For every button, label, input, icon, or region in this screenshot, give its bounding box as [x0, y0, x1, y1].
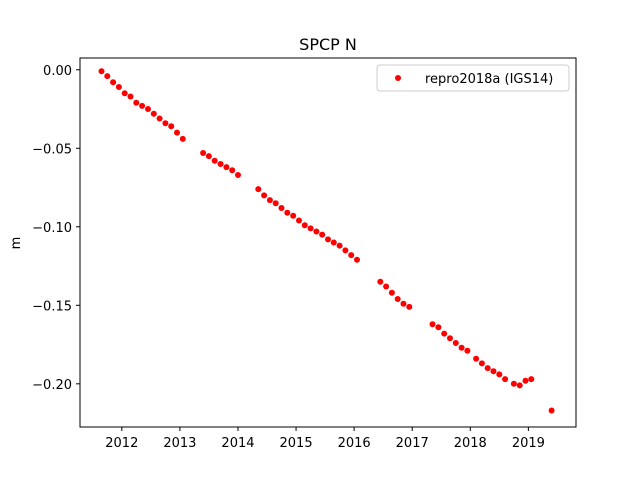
data-point — [548, 407, 555, 414]
data-point — [528, 376, 535, 383]
x-tick-label: 2012 — [105, 436, 138, 451]
x-tick-label: 2019 — [512, 436, 545, 451]
x-tick-label: 2013 — [163, 436, 196, 451]
data-point — [484, 365, 491, 372]
x-axis: 2012 2013 2014 2015 2016 2017 2018 2019 — [105, 427, 545, 451]
data-point — [179, 135, 186, 142]
data-point — [266, 197, 273, 204]
data-point — [255, 186, 262, 193]
data-point — [235, 172, 241, 178]
data-point — [435, 324, 442, 331]
data-point — [377, 278, 384, 285]
data-point — [104, 73, 111, 80]
legend: repro2018a (IGS14) — [376, 64, 570, 92]
y-axis-label: m — [9, 237, 24, 250]
data-point — [464, 347, 471, 354]
data-point — [458, 344, 465, 351]
data-point — [502, 376, 509, 383]
data-point — [406, 303, 413, 310]
data-point — [496, 371, 503, 378]
y-tick-label: −0.10 — [32, 221, 72, 236]
x-tick-label: 2016 — [338, 436, 371, 451]
legend-box — [376, 64, 570, 92]
data-point — [510, 380, 517, 387]
data-point — [223, 164, 230, 171]
data-point — [441, 330, 448, 337]
data-point — [211, 157, 218, 164]
data-point — [290, 212, 297, 219]
data-point — [354, 256, 360, 263]
data-point — [429, 321, 436, 328]
data-point — [348, 252, 355, 259]
data-point — [217, 161, 224, 167]
data-point — [110, 79, 117, 86]
data-point — [452, 340, 459, 346]
y-tick-label: 0.00 — [43, 64, 72, 79]
data-point — [162, 120, 169, 127]
data-point — [400, 300, 407, 307]
data-point — [168, 123, 175, 130]
data-point — [145, 106, 151, 112]
data-point — [272, 200, 279, 207]
data-point — [174, 129, 180, 136]
data-point — [261, 192, 268, 199]
data-point — [490, 368, 497, 375]
data-point — [127, 93, 134, 100]
data-point — [522, 377, 529, 384]
y-axis: 0.00 −0.05 −0.10 −0.15 −0.20 — [32, 64, 80, 393]
data-point — [478, 360, 485, 367]
data-point — [473, 355, 480, 362]
x-tick-label: 2017 — [396, 436, 429, 451]
data-point — [139, 102, 146, 109]
data-point — [133, 99, 140, 106]
data-point — [205, 153, 212, 160]
data-point — [307, 225, 314, 232]
plot-frame — [79, 57, 577, 428]
data-point — [284, 209, 291, 216]
scatter-points — [98, 68, 555, 414]
legend-label: repro2018a (IGS14) — [425, 72, 553, 87]
data-point — [383, 283, 390, 290]
data-point — [336, 242, 343, 249]
data-point — [342, 247, 349, 254]
y-tick-label: −0.05 — [32, 142, 72, 157]
data-point — [278, 205, 285, 211]
y-tick-label: −0.15 — [32, 299, 72, 314]
y-tick-label: −0.20 — [32, 378, 72, 393]
data-point — [98, 68, 105, 75]
data-point — [150, 110, 157, 117]
data-point — [301, 222, 308, 229]
data-point — [447, 335, 453, 342]
x-tick-label: 2018 — [454, 436, 487, 451]
data-point — [115, 84, 122, 90]
data-point — [388, 289, 395, 296]
chart-title: SPCP N — [299, 35, 357, 54]
x-tick-label: 2015 — [280, 436, 313, 451]
data-point — [121, 90, 128, 97]
data-point — [229, 167, 236, 174]
data-point — [319, 231, 326, 238]
data-point — [200, 150, 207, 156]
data-point — [516, 382, 523, 389]
data-point — [330, 239, 337, 246]
data-point — [325, 236, 331, 243]
legend-marker — [395, 75, 401, 81]
data-point — [296, 217, 302, 224]
data-point — [313, 228, 320, 235]
x-tick-label: 2014 — [221, 436, 254, 451]
data-point — [156, 115, 163, 122]
data-point — [394, 296, 401, 302]
